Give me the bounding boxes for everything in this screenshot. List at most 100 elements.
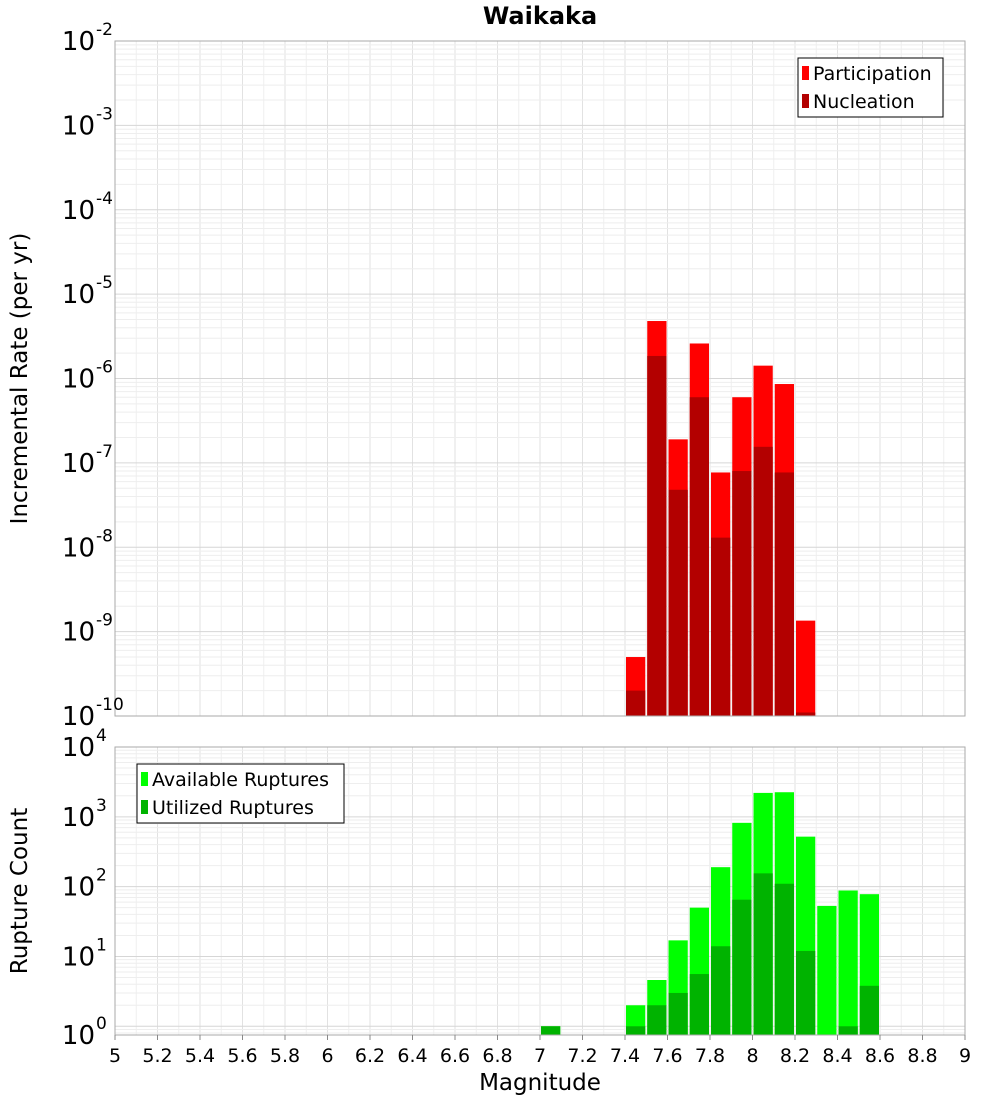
x-tick-label: 8.4 xyxy=(822,1045,852,1067)
y-tick-label: 10 xyxy=(62,449,95,479)
chart-panel-2: 10 010 110 210 310 45 5.2 5.4 5.6 5.8 6 6.2 6.4 6.6 6.… xyxy=(7,726,971,1096)
x-tick-label: 5.8 xyxy=(270,1045,300,1067)
x-tick-label: 8.6 xyxy=(865,1045,895,1067)
y-tick-base: 10 xyxy=(62,733,95,763)
legend-swatch xyxy=(802,66,809,80)
bar-utilized-ruptures xyxy=(774,883,794,1035)
bar-nucleation xyxy=(732,471,752,716)
bar-utilized-ruptures xyxy=(541,1026,561,1035)
y-tick-base: 10 xyxy=(62,1021,95,1051)
legend: Participation Nucleation xyxy=(797,57,944,118)
x-tick-label: 6 xyxy=(321,1045,333,1067)
x-tick-label: 8.2 xyxy=(780,1045,810,1067)
legend-label: Nucleation xyxy=(813,91,915,113)
y-tick-label: 10 xyxy=(62,873,95,903)
x-tick-label: 5.2 xyxy=(142,1045,172,1067)
x-tick-label: 7.4 xyxy=(610,1045,640,1067)
bar-utilized-ruptures xyxy=(838,1026,858,1035)
bar-utilized-ruptures xyxy=(626,1026,646,1035)
x-tick-label: 6.2 xyxy=(355,1045,385,1067)
bar-nucleation xyxy=(711,537,731,716)
y-tick-base: 10 xyxy=(62,111,95,141)
bar-nucleation xyxy=(668,489,688,716)
x-tick-label: 5 xyxy=(109,1045,121,1067)
y-tick-exponent: -7 xyxy=(96,442,113,462)
legend-label: Participation xyxy=(813,63,932,85)
y-tick-base: 10 xyxy=(62,873,95,903)
y-tick-exponent: -5 xyxy=(96,273,113,293)
legend-box xyxy=(136,763,345,824)
y-tick-exponent: -8 xyxy=(96,526,113,546)
y-tick-base: 10 xyxy=(62,618,95,648)
x-tick-label: 7 xyxy=(534,1045,546,1067)
x-tick-label: 9 xyxy=(959,1045,971,1067)
x-tick-label: 7.8 xyxy=(695,1045,725,1067)
y-tick-exponent: -2 xyxy=(96,20,113,40)
bar-utilized-ruptures xyxy=(689,974,709,1035)
y-tick-base: 10 xyxy=(62,533,95,563)
legend: Available Ruptures Utilized Ruptures xyxy=(136,763,345,824)
x-tick-label: 6.6 xyxy=(440,1045,470,1067)
bar-available-ruptures xyxy=(838,890,858,1035)
bars-group xyxy=(541,792,879,1035)
y-tick-label: 10 xyxy=(62,365,95,395)
y-tick-exponent: -3 xyxy=(96,104,113,124)
bar-nucleation xyxy=(647,355,667,716)
grid-lines xyxy=(114,40,966,717)
x-tick-label: 8 xyxy=(746,1045,758,1067)
bar-available-ruptures xyxy=(817,905,837,1035)
x-tick-labels: 5 5.2 5.4 5.6 5.8 6 6.2 6.4 6.6 6.8 7 7.2 7.4 7.6 7.8 8… xyxy=(109,1035,971,1067)
y-tick-label: 10 xyxy=(62,27,95,57)
y-tick-base: 10 xyxy=(62,196,95,226)
y-tick-exponent: 1 xyxy=(96,935,107,955)
y-tick-exponent: 2 xyxy=(96,866,107,886)
y-tick-exponent: 3 xyxy=(96,796,107,816)
x-tick-label: 6.4 xyxy=(397,1045,427,1067)
x-tick-label: 6.8 xyxy=(482,1045,512,1067)
bar-nucleation xyxy=(626,690,646,716)
y-tick-exponent: -10 xyxy=(96,695,124,715)
y-tick-label: 10 xyxy=(62,618,95,648)
bar-participation xyxy=(796,620,816,716)
y-tick-label: 10 xyxy=(62,702,95,732)
x-tick-label: 7.2 xyxy=(567,1045,597,1067)
y-tick-label: 10 xyxy=(62,733,95,763)
y-tick-base: 10 xyxy=(62,27,95,57)
y-tick-label: 10 xyxy=(62,280,95,310)
bar-nucleation xyxy=(753,446,773,716)
chart-title: Waikaka xyxy=(483,2,597,30)
bar-utilized-ruptures xyxy=(753,873,773,1035)
bar-nucleation xyxy=(774,472,794,716)
plot-frame xyxy=(114,40,966,717)
x-tick-label: 8.8 xyxy=(907,1045,937,1067)
y-tick-label: 10 xyxy=(62,942,95,972)
bars-group xyxy=(626,321,816,716)
y-tick-exponent: -6 xyxy=(96,358,113,378)
y-axis-label: Incremental Rate (per yr) xyxy=(7,233,33,525)
x-tick-label: 5.4 xyxy=(185,1045,215,1067)
y-tick-base: 10 xyxy=(62,449,95,479)
legend-swatch xyxy=(141,800,148,814)
bar-utilized-ruptures xyxy=(711,946,731,1035)
bar-nucleation xyxy=(689,397,709,716)
y-tick-exponent: -4 xyxy=(96,189,113,209)
legend-box xyxy=(797,57,944,118)
y-tick-base: 10 xyxy=(62,942,95,972)
legend-label: Utilized Ruptures xyxy=(152,797,314,819)
y-tick-label: 10 xyxy=(62,803,95,833)
y-tick-base: 10 xyxy=(62,280,95,310)
bar-utilized-ruptures xyxy=(796,950,816,1035)
legend-label: Available Ruptures xyxy=(152,769,329,791)
y-tick-base: 10 xyxy=(62,365,95,395)
y-axis-label: Rupture Count xyxy=(7,808,33,974)
bar-utilized-ruptures xyxy=(859,985,879,1035)
y-tick-exponent: 0 xyxy=(96,1014,107,1034)
y-tick-base: 10 xyxy=(62,803,95,833)
legend-swatch xyxy=(141,772,148,786)
legend-swatch xyxy=(802,94,809,108)
